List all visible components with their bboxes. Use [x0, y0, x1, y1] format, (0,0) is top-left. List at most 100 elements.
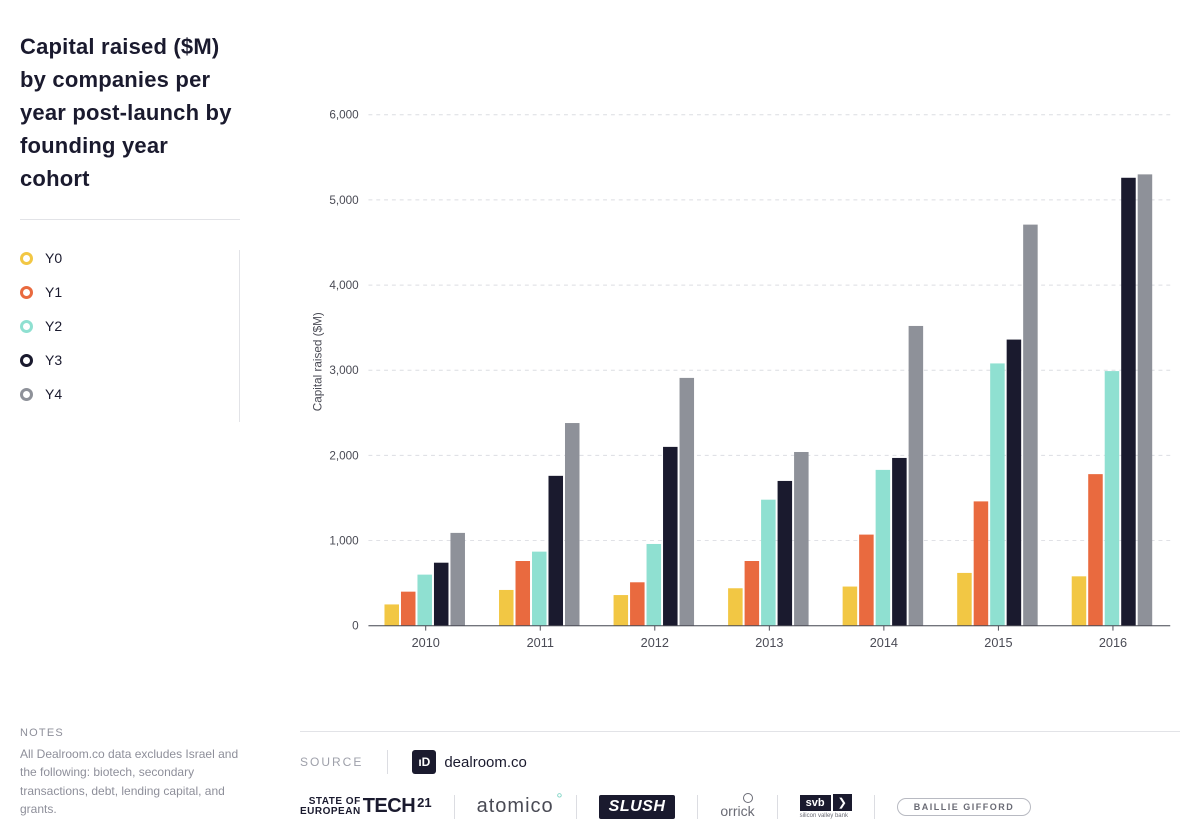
bar: [1121, 178, 1136, 626]
sponsor-sep-3: [697, 795, 698, 819]
notes-heading: NOTES: [20, 727, 240, 739]
bar: [401, 592, 416, 626]
footer-divider: [300, 731, 1180, 732]
svg-text:2010: 2010: [412, 635, 440, 650]
svb-arrow-icon: ❯: [833, 794, 852, 811]
svb-text: svb: [800, 795, 831, 811]
svb-subtext: silicon valley bank: [800, 813, 848, 819]
bar: [957, 573, 972, 626]
bar: [1007, 340, 1022, 626]
bar: [761, 500, 776, 626]
legend: Y0 Y1 Y2 Y3 Y4: [20, 250, 240, 422]
bar: [663, 447, 678, 626]
legend-swatch-icon: [20, 354, 33, 367]
sponsor-atomico: atomico: [477, 795, 554, 818]
source-label: SOURCE: [300, 755, 363, 769]
legend-item[interactable]: Y1: [20, 284, 219, 300]
bar: [876, 470, 891, 626]
svg-text:0: 0: [352, 620, 359, 633]
svg-text:5,000: 5,000: [329, 194, 359, 207]
bar-chart: 0 1,000 2,000 3,000 4,000 5,000 6,000 Capital r…: [300, 30, 1180, 713]
svg-text:2014: 2014: [870, 635, 898, 650]
svg-text:2015: 2015: [984, 635, 1012, 650]
legend-item[interactable]: Y2: [20, 318, 219, 334]
dealroom-text: dealroom.co: [444, 754, 527, 771]
svg-text:3,000: 3,000: [329, 364, 359, 377]
bar: [680, 378, 695, 626]
legend-item[interactable]: Y0: [20, 250, 219, 266]
chart-footer: SOURCE ıD dealroom.co STATE OF EUROPEAN …: [300, 713, 1180, 819]
svg-text:2011: 2011: [527, 635, 554, 650]
chart-container: 0 1,000 2,000 3,000 4,000 5,000 6,000 Capital r…: [300, 30, 1180, 713]
bar: [843, 587, 858, 626]
sponsor-slush: SLUSH: [599, 795, 676, 819]
bar: [778, 481, 793, 626]
svg-text:2,000: 2,000: [329, 449, 359, 462]
sponsor-sep-4: [777, 795, 778, 819]
legend-item[interactable]: Y4: [20, 386, 219, 402]
legend-label: Y4: [45, 386, 62, 402]
bar: [450, 533, 465, 626]
notes-body: All Dealroom.co data excludes Israel and…: [20, 745, 240, 819]
soet-bottom: EUROPEAN: [300, 807, 361, 817]
bar: [1138, 174, 1153, 625]
page-root: Capital raised ($M) by companies per yea…: [0, 0, 1200, 839]
bar: [745, 561, 760, 626]
bar: [565, 423, 580, 626]
bar: [859, 535, 874, 626]
dealroom-logo-icon: ıD: [412, 750, 436, 774]
bar: [549, 476, 564, 626]
dealroom-badge: ıD dealroom.co: [412, 750, 527, 774]
legend-label: Y0: [45, 250, 62, 266]
bar: [417, 575, 432, 626]
sponsor-row: STATE OF EUROPEAN TECH 21 atomico SLUSH …: [300, 794, 1180, 819]
bar: [1072, 576, 1087, 625]
bar: [1105, 371, 1120, 626]
svg-text:6,000: 6,000: [329, 109, 359, 122]
bar: [532, 552, 547, 626]
chart-title: Capital raised ($M) by companies per yea…: [20, 30, 240, 195]
bar: [728, 588, 743, 625]
title-divider: [20, 219, 240, 220]
soet-top: STATE OF: [309, 797, 361, 807]
soet-big: TECH: [363, 795, 415, 818]
bar: [647, 544, 662, 626]
legend-label: Y1: [45, 284, 62, 300]
bar: [1088, 474, 1103, 626]
soet-year: 21: [417, 795, 431, 810]
bar: [974, 501, 989, 625]
sponsor-orrick: orrick: [720, 795, 754, 819]
svg-text:2013: 2013: [755, 635, 783, 650]
bar: [1023, 225, 1038, 626]
bar: [614, 595, 629, 626]
bar: [499, 590, 514, 626]
bar: [892, 458, 907, 626]
bar: [630, 582, 645, 625]
legend-swatch-icon: [20, 388, 33, 401]
main-area: 0 1,000 2,000 3,000 4,000 5,000 6,000 Capital r…: [260, 30, 1180, 819]
bar: [909, 326, 924, 626]
sponsor-sep-2: [576, 795, 577, 819]
sidebar: Capital raised ($M) by companies per yea…: [20, 30, 260, 819]
sponsor-svb: svb ❯ silicon valley bank: [800, 794, 852, 819]
legend-swatch-icon: [20, 320, 33, 333]
bar: [516, 561, 531, 626]
bar: [794, 452, 809, 626]
legend-label: Y2: [45, 318, 62, 334]
svg-text:1,000: 1,000: [329, 534, 359, 547]
legend-swatch-icon: [20, 252, 33, 265]
legend-label: Y3: [45, 352, 62, 368]
bar: [434, 563, 449, 626]
svg-text:Capital raised ($M): Capital raised ($M): [312, 312, 325, 411]
sponsor-baillie: BAILLIE GIFFORD: [897, 798, 1032, 816]
svg-text:2012: 2012: [641, 635, 669, 650]
bar: [990, 363, 1005, 625]
legend-item[interactable]: Y3: [20, 352, 219, 368]
bar: [384, 604, 399, 625]
svg-text:2016: 2016: [1099, 635, 1127, 650]
svg-text:4,000: 4,000: [329, 279, 359, 292]
sponsor-soet: STATE OF EUROPEAN TECH 21: [300, 795, 432, 818]
source-separator: [387, 750, 388, 774]
notes-section: NOTES All Dealroom.co data excludes Isra…: [20, 687, 240, 819]
legend-swatch-icon: [20, 286, 33, 299]
